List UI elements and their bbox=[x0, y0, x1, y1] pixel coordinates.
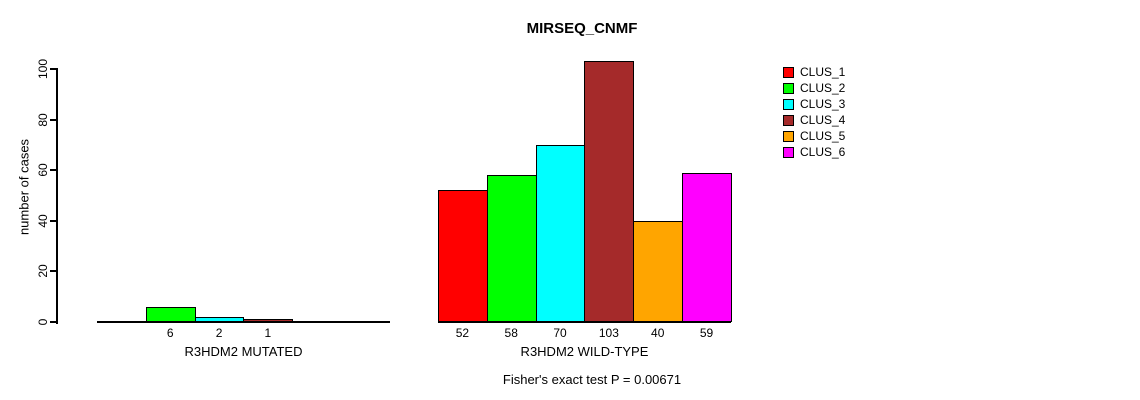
bar-value-label: 103 bbox=[598, 326, 619, 340]
bar-value-label: 52 bbox=[455, 326, 470, 340]
y-tick-mark bbox=[50, 68, 56, 70]
y-tick-label: 0 bbox=[36, 318, 50, 326]
y-tick-mark bbox=[50, 169, 56, 172]
group-axis-label: R3HDM2 MUTATED bbox=[184, 344, 303, 359]
y-tick-label: 100 bbox=[36, 58, 50, 80]
bar-clus_6 bbox=[682, 172, 732, 322]
y-tick-mark bbox=[50, 270, 56, 273]
bar-clus_3 bbox=[535, 144, 586, 322]
legend-label: CLUS_3 bbox=[800, 97, 846, 111]
chart-title: MIRSEQ_CNMF bbox=[526, 20, 638, 37]
legend-swatch-clus_6 bbox=[783, 146, 794, 158]
y-tick-label: 80 bbox=[36, 112, 50, 127]
legend-label: CLUS_2 bbox=[800, 81, 846, 95]
bar-value-label: 1 bbox=[264, 326, 272, 340]
legend-swatch-clus_4 bbox=[783, 114, 794, 126]
legend-swatch-clus_1 bbox=[783, 66, 794, 78]
legend-item: CLUS_5 bbox=[783, 128, 845, 144]
bar-clus_1 bbox=[438, 190, 488, 322]
x-axis-line bbox=[438, 321, 731, 323]
bar-value-label: 59 bbox=[699, 326, 714, 340]
x-axis-line bbox=[97, 321, 390, 323]
y-tick-label: 20 bbox=[36, 264, 50, 279]
bar-clus_5 bbox=[633, 220, 684, 322]
bar-value-label: 2 bbox=[215, 326, 223, 340]
bar-clus_4 bbox=[243, 319, 294, 322]
group-axis-label: R3HDM2 WILD-TYPE bbox=[520, 344, 649, 359]
bar-clus_3 bbox=[194, 316, 245, 322]
bar-value-label: 40 bbox=[651, 326, 665, 340]
y-tick-mark bbox=[50, 219, 56, 222]
bar-value-label: 6 bbox=[166, 326, 174, 340]
legend-label: CLUS_6 bbox=[800, 145, 846, 159]
legend-label: CLUS_5 bbox=[800, 129, 846, 143]
legend-swatch-clus_5 bbox=[783, 130, 794, 142]
legend-swatch-clus_3 bbox=[783, 98, 794, 110]
legend-item: CLUS_2 bbox=[783, 80, 845, 96]
legend-item: CLUS_3 bbox=[783, 96, 845, 112]
y-tick-mark bbox=[50, 118, 56, 121]
bar-clus_2 bbox=[486, 175, 537, 322]
legend-item: CLUS_4 bbox=[783, 112, 845, 128]
bar-value-label: 58 bbox=[504, 326, 518, 340]
y-tick-mark bbox=[50, 321, 56, 323]
bar-clus_2 bbox=[145, 306, 196, 322]
y-axis-line bbox=[56, 68, 58, 324]
legend-label: CLUS_4 bbox=[800, 113, 846, 127]
legend-item: CLUS_1 bbox=[783, 64, 845, 80]
legend: CLUS_1 CLUS_2 CLUS_3 CLUS_4 CLUS_5 CLUS_6 bbox=[783, 64, 845, 160]
bar-value-label: 70 bbox=[553, 326, 567, 340]
fisher-test-annotation: Fisher's exact test P = 0.00671 bbox=[502, 372, 682, 387]
y-axis-label: number of cases bbox=[16, 138, 32, 236]
legend-label: CLUS_1 bbox=[800, 65, 846, 79]
bar-clus_4 bbox=[584, 61, 635, 322]
legend-item: CLUS_6 bbox=[783, 144, 845, 160]
y-tick-label: 40 bbox=[36, 214, 50, 228]
legend-swatch-clus_2 bbox=[783, 82, 794, 94]
y-tick-label: 60 bbox=[36, 163, 50, 177]
